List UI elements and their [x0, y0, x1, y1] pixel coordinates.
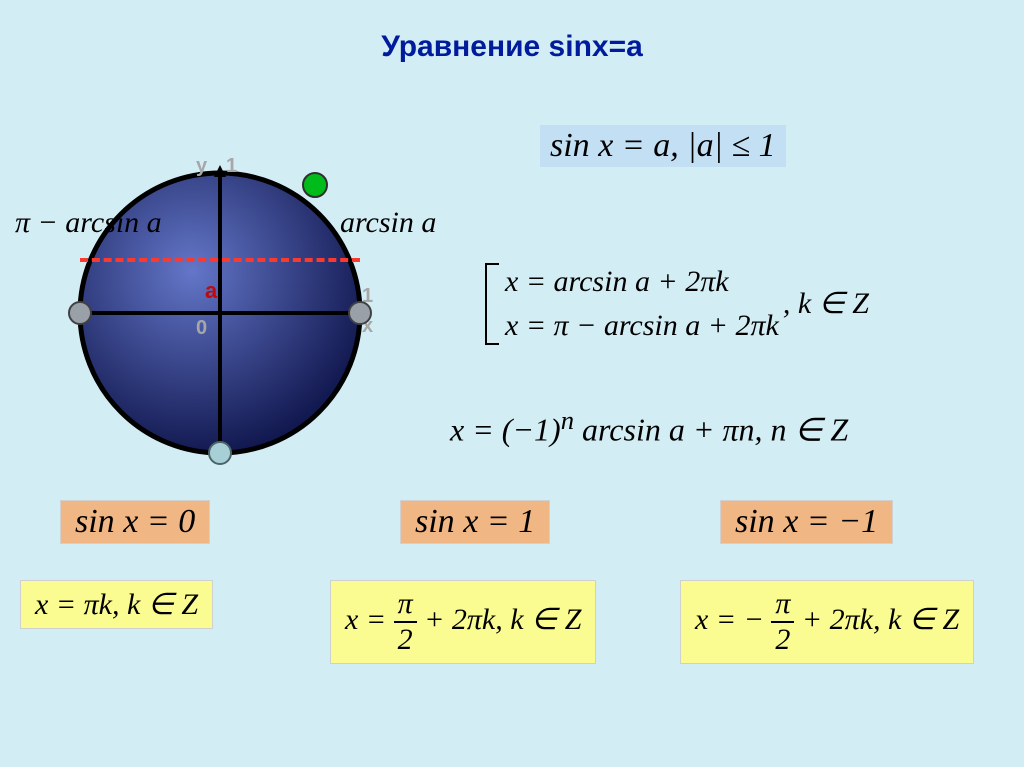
bracket-formula: x = arcsin a + 2πk x = π − arcsin a + 2π…: [485, 260, 869, 347]
special-eq-2: sin x = −1: [720, 500, 893, 544]
dot-right: [348, 301, 372, 325]
dashed-line: [80, 258, 360, 262]
zero-label: 0: [196, 317, 207, 340]
page-title: Уравнение sinx=a: [381, 30, 643, 64]
arc-label-right: arcsin a: [340, 206, 436, 240]
y-axis: [218, 173, 222, 453]
special-sol-1: x = π2 + 2πk, k ∈ Z: [330, 580, 596, 664]
bracket-line-2: x = π − arcsin a + 2πk: [505, 304, 779, 348]
bracket-icon: [485, 263, 499, 345]
bracket-tail: , k ∈ Z: [783, 286, 869, 321]
arc-label-left: π − arcsin a: [15, 206, 162, 240]
bracket-line-1: x = arcsin a + 2πk: [505, 260, 779, 304]
a-label: a: [205, 278, 217, 304]
special-eq-0: sin x = 0: [60, 500, 210, 544]
dot-green: [302, 172, 328, 198]
one-top-label: 1: [226, 155, 237, 178]
dot-left: [68, 301, 92, 325]
special-sol-0: x = πk, k ∈ Z: [20, 580, 213, 629]
dot-bottom: [208, 441, 232, 465]
y-axis-arrow: [214, 165, 226, 177]
special-sol-2: x = − π2 + 2πk, k ∈ Z: [680, 580, 974, 664]
unit-circle-diagram: y 1 1 x 0 a π − arcsin a arcsin a: [65, 158, 375, 468]
y-label: y: [196, 155, 207, 178]
condition-formula: sin x = a, |a| ≤ 1: [540, 125, 786, 167]
combined-formula: x = (−1)n arcsin a + πn, n ∈ Z: [450, 405, 848, 449]
special-eq-1: sin x = 1: [400, 500, 550, 544]
